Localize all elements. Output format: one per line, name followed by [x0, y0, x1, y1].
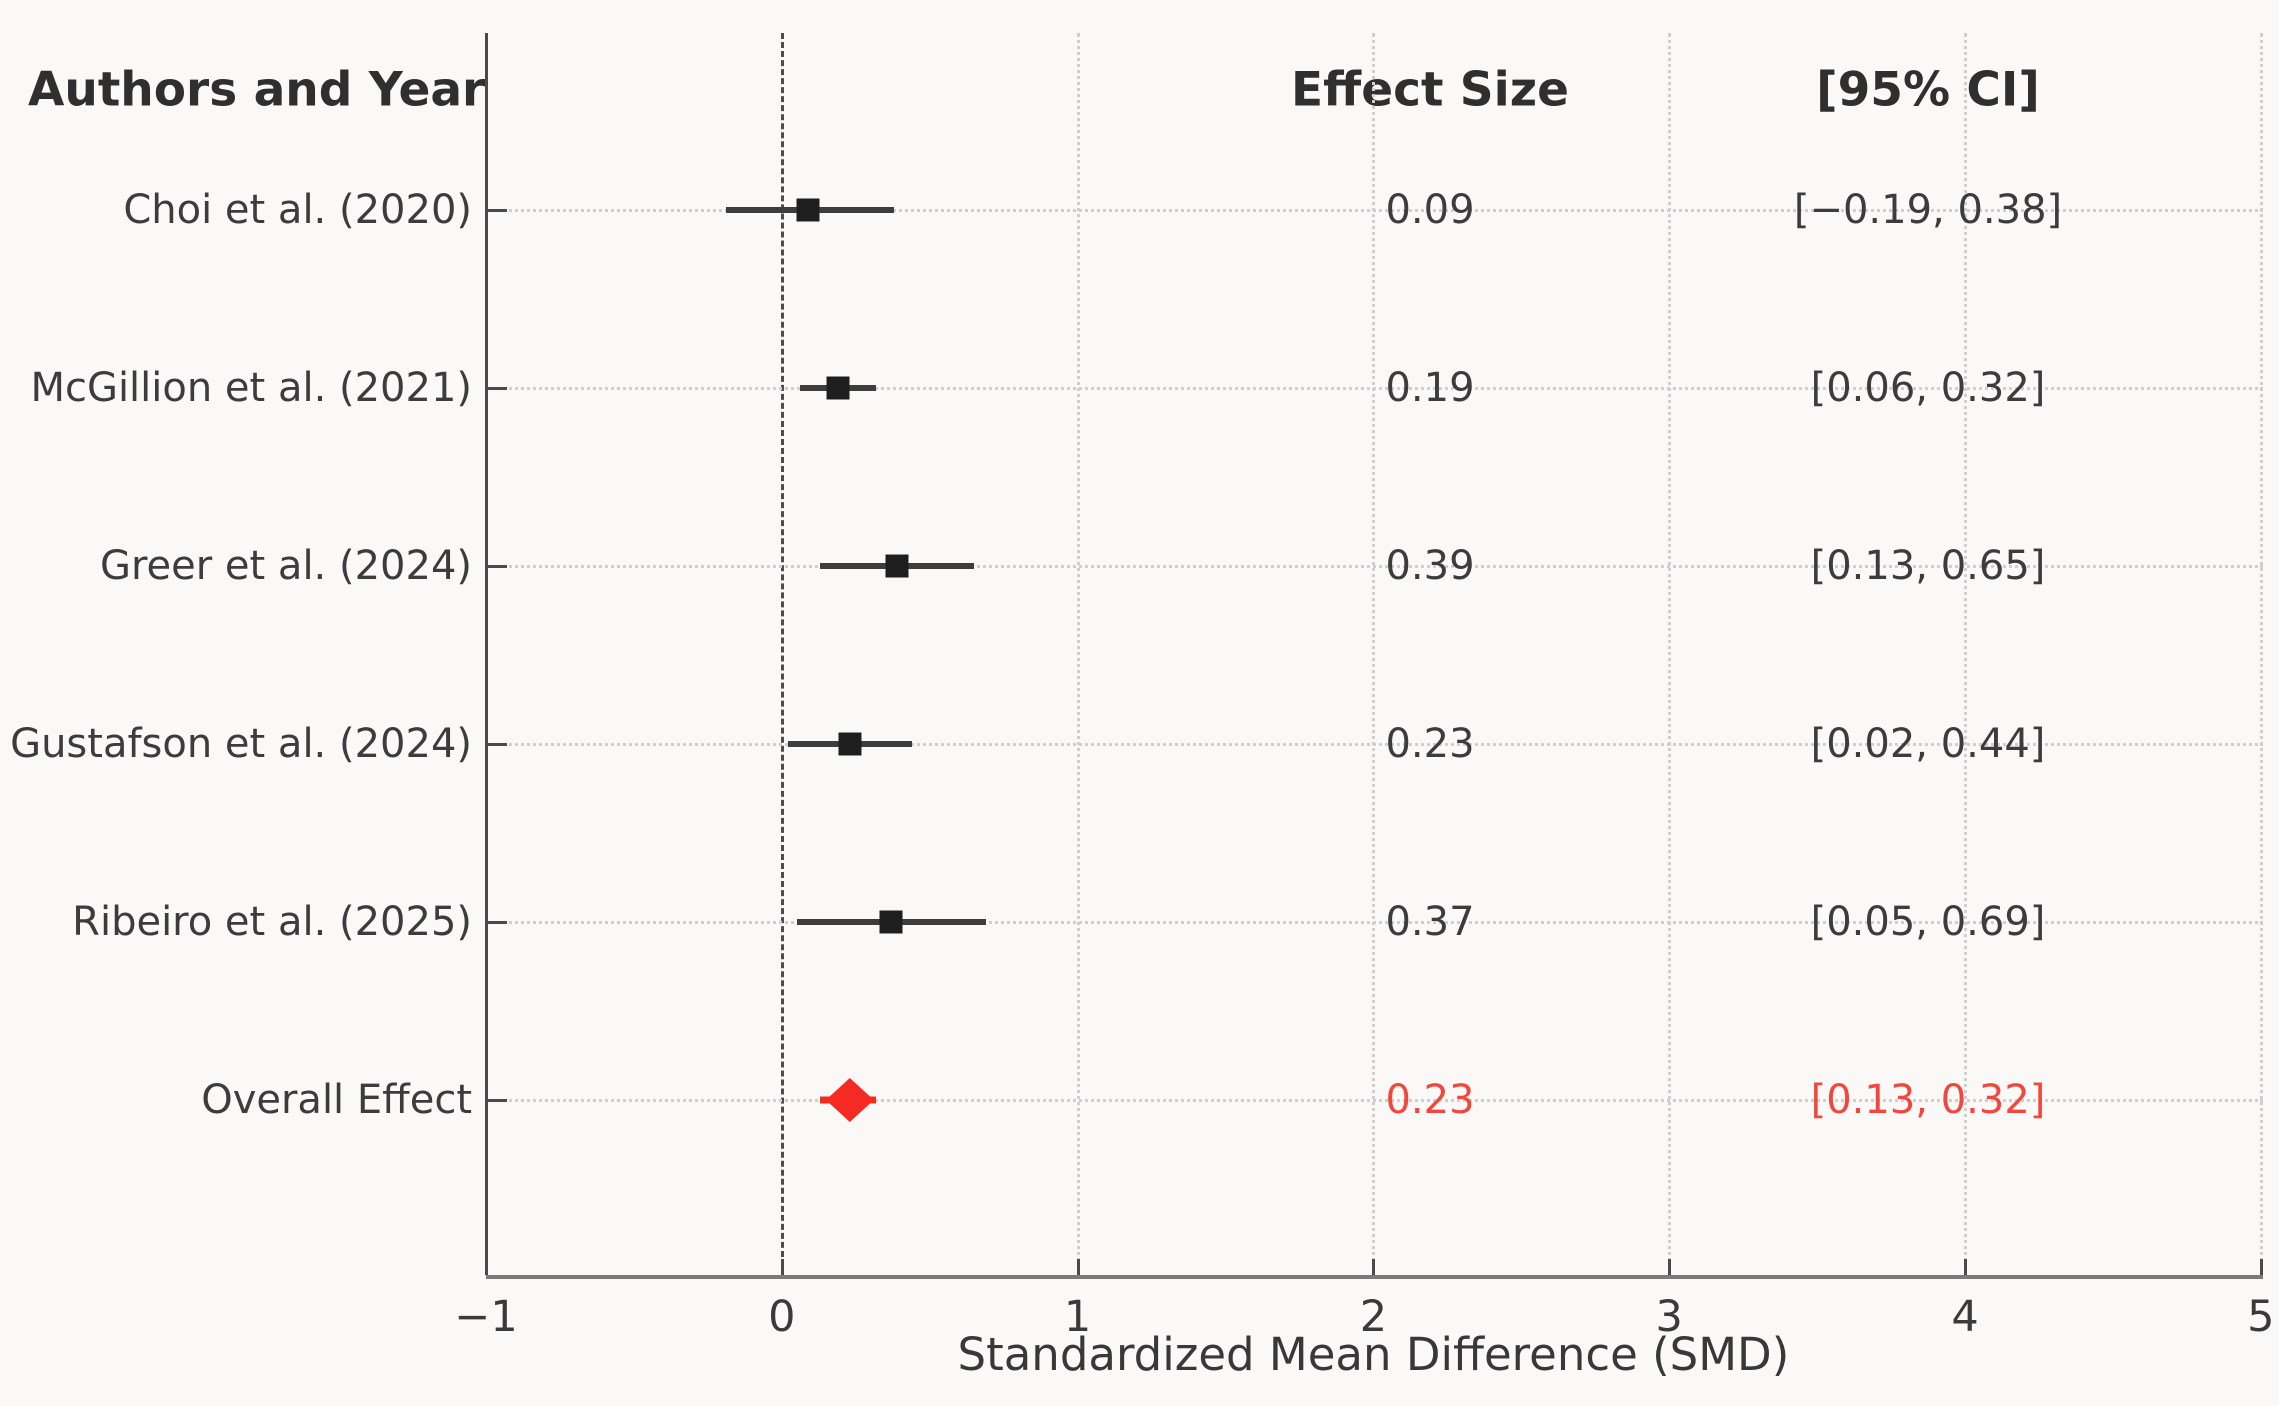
- y-axis-tick: [485, 921, 507, 924]
- overall-diamond-marker: [825, 1078, 874, 1122]
- x-axis-tick: [2259, 1259, 2263, 1275]
- study-ci-value: [0.13, 0.65]: [1810, 543, 2046, 589]
- study-ci-value: [−0.19, 0.38]: [1793, 187, 2063, 233]
- x-axis-tick-label: 3: [1655, 1292, 1683, 1342]
- study-row-label: Greer et al. (2024): [99, 543, 472, 589]
- vertical-gridline: [1372, 33, 1376, 1275]
- overall-ci-value: [0.13, 0.32]: [1810, 1077, 2046, 1123]
- study-effect-value: 0.39: [1385, 543, 1475, 589]
- x-axis-tick-label: 0: [768, 1292, 796, 1342]
- x-axis-tick: [1076, 1259, 1080, 1275]
- x-axis-tick-label: 5: [2247, 1292, 2275, 1342]
- study-ci-value: [0.06, 0.32]: [1810, 365, 2046, 411]
- study-square-marker: [796, 198, 820, 222]
- y-axis-tick: [485, 743, 507, 746]
- study-row-label: Choi et al. (2020): [123, 187, 472, 233]
- overall-effect-value: 0.23: [1385, 1077, 1475, 1123]
- vertical-gridline: [1964, 33, 1967, 1275]
- x-axis-tick-label: −1: [454, 1292, 518, 1342]
- x-axis-line: [486, 1275, 2263, 1279]
- y-axis-spine: [485, 33, 488, 1275]
- study-effect-value: 0.19: [1385, 365, 1475, 411]
- x-axis-title: Standardized Mean Difference (SMD): [957, 1328, 1790, 1381]
- overall-row-label: Overall Effect: [201, 1077, 472, 1123]
- y-axis-tick: [485, 387, 507, 390]
- x-axis-tick-label: 2: [1359, 1292, 1388, 1342]
- study-row-gridline: [486, 743, 2263, 746]
- x-axis-tick: [485, 1259, 488, 1275]
- study-row-label: McGillion et al. (2021): [30, 365, 472, 411]
- zero-reference-line: [780, 33, 784, 1275]
- study-ci-value: [0.02, 0.44]: [1810, 721, 2046, 767]
- study-row-label: Ribeiro et al. (2025): [72, 899, 472, 945]
- x-axis-tick: [780, 1259, 784, 1275]
- effect-size-column-header: Effect Size: [1291, 62, 1569, 118]
- study-square-marker: [838, 732, 862, 756]
- study-square-marker: [879, 910, 903, 934]
- ci-column-header: [95% CI]: [1816, 62, 2040, 118]
- study-ci-value: [0.05, 0.69]: [1810, 899, 2046, 945]
- y-axis-tick: [485, 1099, 507, 1102]
- study-effect-value: 0.37: [1385, 899, 1475, 945]
- vertical-gridline: [2259, 33, 2263, 1275]
- study-row-gridline: [486, 209, 2263, 212]
- x-axis-tick-label: 4: [1951, 1292, 1979, 1342]
- y-axis-tick: [485, 565, 507, 568]
- x-axis-tick-label: 1: [1063, 1292, 1092, 1342]
- x-axis-tick: [1668, 1259, 1672, 1275]
- study-square-marker: [885, 554, 909, 578]
- x-axis-tick: [1964, 1259, 1967, 1275]
- overall-row-gridline: [486, 1099, 2263, 1102]
- vertical-gridline: [1668, 33, 1672, 1275]
- study-row-gridline: [486, 387, 2263, 390]
- y-axis-tick: [485, 209, 507, 212]
- authors-column-header: Authors and Year: [28, 62, 486, 118]
- study-row-label: Gustafson et al. (2024): [10, 721, 472, 767]
- study-effect-value: 0.09: [1385, 187, 1475, 233]
- vertical-gridline: [1076, 33, 1080, 1275]
- study-effect-value: 0.23: [1385, 721, 1475, 767]
- x-axis-tick: [1372, 1259, 1376, 1275]
- study-row-gridline: [486, 565, 2263, 568]
- study-row-gridline: [486, 921, 2263, 924]
- study-square-marker: [826, 376, 850, 400]
